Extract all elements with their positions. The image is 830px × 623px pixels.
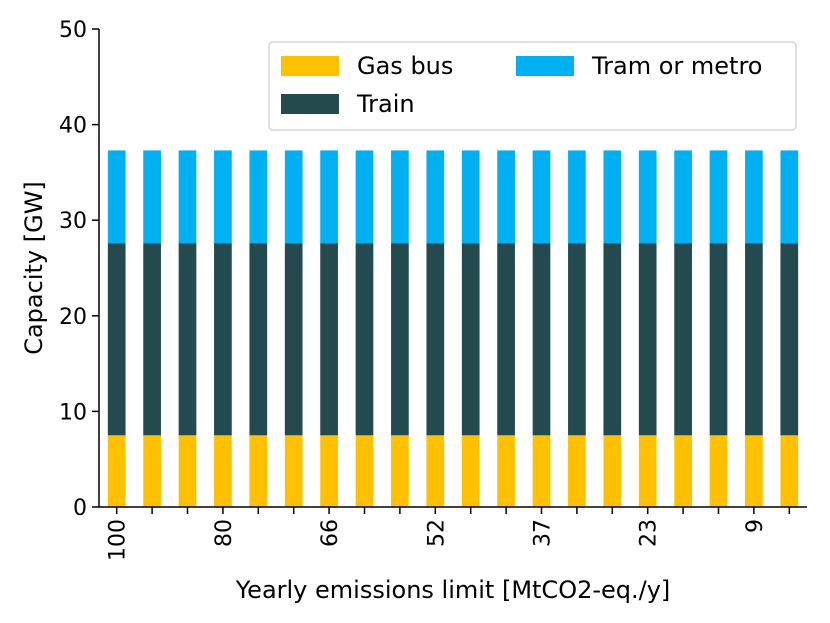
bar-gas-bus-13 [568, 435, 586, 507]
x-tick-label: 37 [531, 519, 556, 547]
bar-train-16 [674, 243, 692, 436]
x-axis-title: Yearly emissions limit [MtCO2-eq./y] [235, 576, 671, 604]
legend-swatch-tram-or-metro [516, 56, 574, 76]
bar-tram-or-metro-11 [497, 150, 515, 244]
bars-layer [107, 150, 799, 507]
bar-tram-or-metro-10 [461, 150, 480, 244]
bar-tram-or-metro-18 [745, 150, 763, 244]
bar-gas-bus-11 [497, 435, 515, 507]
bar-train-12 [532, 243, 551, 436]
bar-tram-or-metro-7 [355, 150, 374, 244]
bar-gas-bus-7 [355, 435, 374, 507]
bar-train-13 [568, 243, 586, 436]
y-tick-label: 0 [73, 496, 87, 521]
bar-tram-or-metro-15 [638, 150, 657, 244]
bar-train-11 [497, 243, 515, 436]
bar-tram-or-metro-9 [426, 150, 445, 244]
bar-train-19 [780, 243, 799, 436]
bar-tram-or-metro-3 [214, 150, 232, 244]
bar-train-0 [107, 243, 126, 436]
bar-tram-or-metro-12 [532, 150, 551, 244]
bar-gas-bus-5 [284, 435, 303, 507]
x-tick-label: 52 [424, 519, 449, 547]
bar-tram-or-metro-19 [780, 150, 799, 244]
bar-gas-bus-8 [391, 435, 409, 507]
legend-label-train: Train [356, 90, 415, 118]
bar-train-2 [178, 243, 197, 436]
x-tick-label: 100 [106, 519, 131, 561]
bar-train-10 [461, 243, 480, 436]
bar-train-18 [745, 243, 763, 436]
legend-swatch-train [281, 94, 339, 114]
bar-train-4 [249, 243, 268, 436]
bar-tram-or-metro-8 [391, 150, 409, 244]
legend-frame [268, 41, 797, 131]
x-ticks: 100 80 66 52 37 23 9 [106, 507, 791, 561]
bar-tram-or-metro-16 [674, 150, 692, 244]
bar-tram-or-metro-4 [249, 150, 268, 244]
bar-tram-or-metro-6 [320, 150, 338, 244]
y-tick-label: 20 [59, 305, 87, 330]
legend-swatch-gas-bus [281, 56, 339, 76]
y-tick-label: 50 [59, 18, 87, 43]
bar-gas-bus-15 [638, 435, 657, 507]
bar-tram-or-metro-2 [178, 150, 197, 244]
bar-train-6 [320, 243, 338, 436]
bar-gas-bus-9 [426, 435, 445, 507]
bar-gas-bus-19 [780, 435, 799, 507]
legend: Gas bus Train Tram or metro [268, 41, 797, 131]
bar-gas-bus-4 [249, 435, 268, 507]
bar-train-3 [214, 243, 232, 436]
bar-train-9 [426, 243, 445, 436]
bar-train-5 [284, 243, 303, 436]
legend-label-gas-bus: Gas bus [357, 52, 453, 80]
bar-train-17 [709, 243, 728, 436]
bar-gas-bus-3 [214, 435, 232, 507]
y-axis-title: Capacity [GW] [20, 181, 48, 355]
bar-train-1 [143, 243, 161, 436]
bar-gas-bus-2 [178, 435, 197, 507]
bar-gas-bus-10 [461, 435, 480, 507]
bar-train-14 [603, 243, 622, 436]
y-tick-label: 40 [59, 114, 87, 139]
x-tick-label: 66 [318, 519, 343, 547]
x-tick-label: 80 [212, 519, 237, 547]
bar-gas-bus-14 [603, 435, 622, 507]
bar-gas-bus-16 [674, 435, 692, 507]
bar-tram-or-metro-14 [603, 150, 622, 244]
bar-gas-bus-17 [709, 435, 728, 507]
x-tick-label: 9 [743, 519, 768, 533]
bar-tram-or-metro-17 [709, 150, 728, 244]
bar-gas-bus-0 [107, 435, 126, 507]
y-tick-label: 30 [59, 209, 87, 234]
legend-label-tram-or-metro: Tram or metro [591, 52, 762, 80]
y-tick-label: 10 [59, 400, 87, 425]
bar-tram-or-metro-1 [143, 150, 161, 244]
bar-gas-bus-1 [143, 435, 161, 507]
bar-train-7 [355, 243, 374, 436]
x-tick-label: 23 [637, 519, 662, 547]
bar-gas-bus-12 [532, 435, 551, 507]
bar-gas-bus-18 [745, 435, 763, 507]
y-ticks: 0 10 20 30 40 50 [59, 18, 99, 521]
bar-train-15 [638, 243, 657, 436]
bar-tram-or-metro-0 [107, 150, 126, 244]
bar-tram-or-metro-13 [568, 150, 586, 244]
bar-tram-or-metro-5 [284, 150, 303, 244]
bar-gas-bus-6 [320, 435, 338, 507]
bar-train-8 [391, 243, 409, 436]
